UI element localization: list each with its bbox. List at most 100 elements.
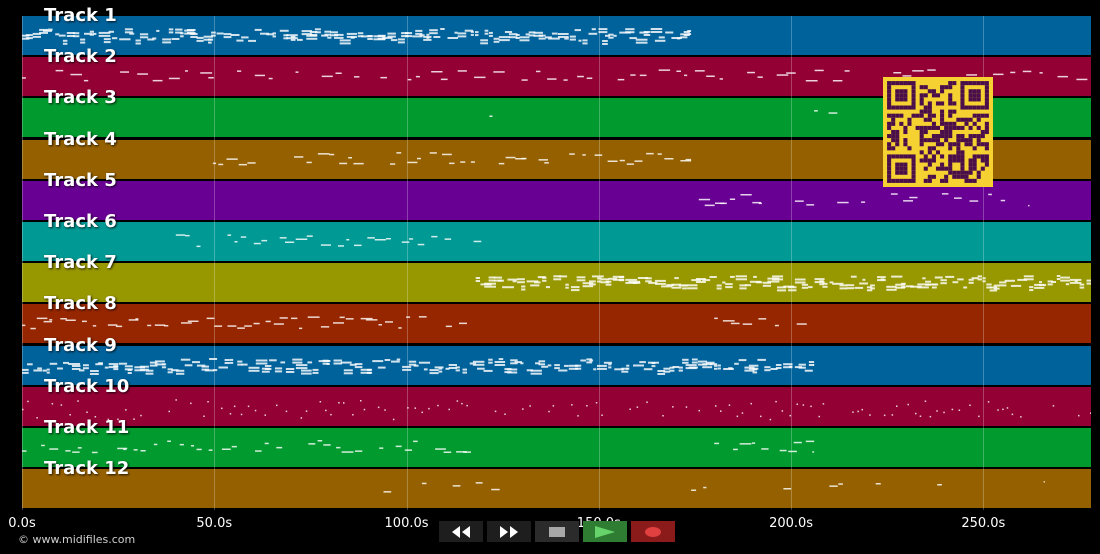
note [839, 287, 848, 290]
note [475, 31, 479, 34]
note [714, 367, 718, 370]
note [796, 323, 807, 326]
note [757, 76, 763, 79]
note [213, 368, 218, 371]
note [608, 362, 612, 365]
note [729, 198, 736, 200]
track-lane [22, 263, 1091, 303]
note [515, 34, 520, 36]
note [645, 277, 652, 280]
note [484, 32, 489, 35]
note [385, 321, 393, 324]
note [625, 28, 635, 31]
note [405, 32, 409, 35]
note [30, 328, 36, 330]
note [338, 401, 340, 404]
note [417, 157, 421, 159]
note [240, 236, 247, 238]
note [748, 364, 759, 367]
note [387, 35, 396, 38]
note [377, 34, 386, 37]
note [241, 36, 249, 39]
note [905, 285, 914, 288]
note [223, 36, 232, 39]
note [744, 284, 752, 287]
note [200, 72, 213, 74]
note [463, 451, 471, 453]
note [187, 29, 196, 31]
note [367, 371, 371, 374]
play-button[interactable] [583, 521, 627, 542]
note [192, 360, 200, 363]
note [415, 29, 423, 32]
note [786, 72, 796, 74]
note [866, 289, 873, 292]
note [730, 276, 735, 279]
note [335, 72, 342, 75]
note [678, 366, 683, 369]
note [798, 363, 806, 366]
note [762, 281, 771, 284]
note [227, 325, 237, 328]
note [22, 368, 29, 371]
note [339, 316, 345, 319]
note [70, 73, 82, 76]
note [924, 400, 927, 402]
note [312, 368, 319, 371]
note [535, 361, 541, 364]
note [682, 358, 689, 361]
note [456, 451, 467, 453]
note [1052, 404, 1055, 407]
note [775, 366, 782, 369]
note [224, 361, 230, 364]
note [498, 36, 510, 39]
note [139, 33, 149, 36]
track-lane [22, 386, 1091, 426]
note [697, 360, 708, 363]
note [333, 359, 342, 362]
note [415, 76, 420, 78]
note [390, 39, 398, 42]
note [989, 286, 998, 289]
note [272, 35, 276, 38]
note [253, 323, 260, 325]
note [390, 162, 396, 165]
note [413, 440, 418, 443]
note [814, 69, 824, 72]
note [571, 286, 580, 289]
note [678, 369, 683, 372]
note [22, 34, 30, 37]
note [880, 278, 885, 281]
note [542, 279, 547, 282]
stop-button[interactable] [535, 521, 579, 542]
note [127, 371, 132, 374]
note [1029, 289, 1034, 292]
note [227, 234, 232, 236]
note [60, 404, 63, 406]
note [608, 33, 614, 36]
note [687, 30, 692, 32]
note [685, 406, 688, 408]
note [90, 372, 99, 375]
rewind-button[interactable] [439, 521, 483, 542]
note [704, 204, 715, 206]
note [694, 70, 705, 72]
note [687, 33, 692, 35]
fast-forward-button[interactable] [487, 521, 531, 542]
track-notes [698, 192, 1030, 207]
note [613, 34, 617, 37]
note [49, 319, 53, 321]
track-lane [22, 428, 1091, 467]
note [301, 33, 313, 36]
note [907, 403, 909, 406]
note [187, 320, 199, 323]
note [69, 413, 71, 416]
note [236, 39, 244, 42]
note [547, 363, 552, 366]
note [664, 157, 674, 160]
note [808, 286, 813, 289]
note [448, 363, 457, 366]
note [1039, 284, 1042, 287]
record-button[interactable] [631, 521, 675, 542]
note [184, 363, 193, 366]
